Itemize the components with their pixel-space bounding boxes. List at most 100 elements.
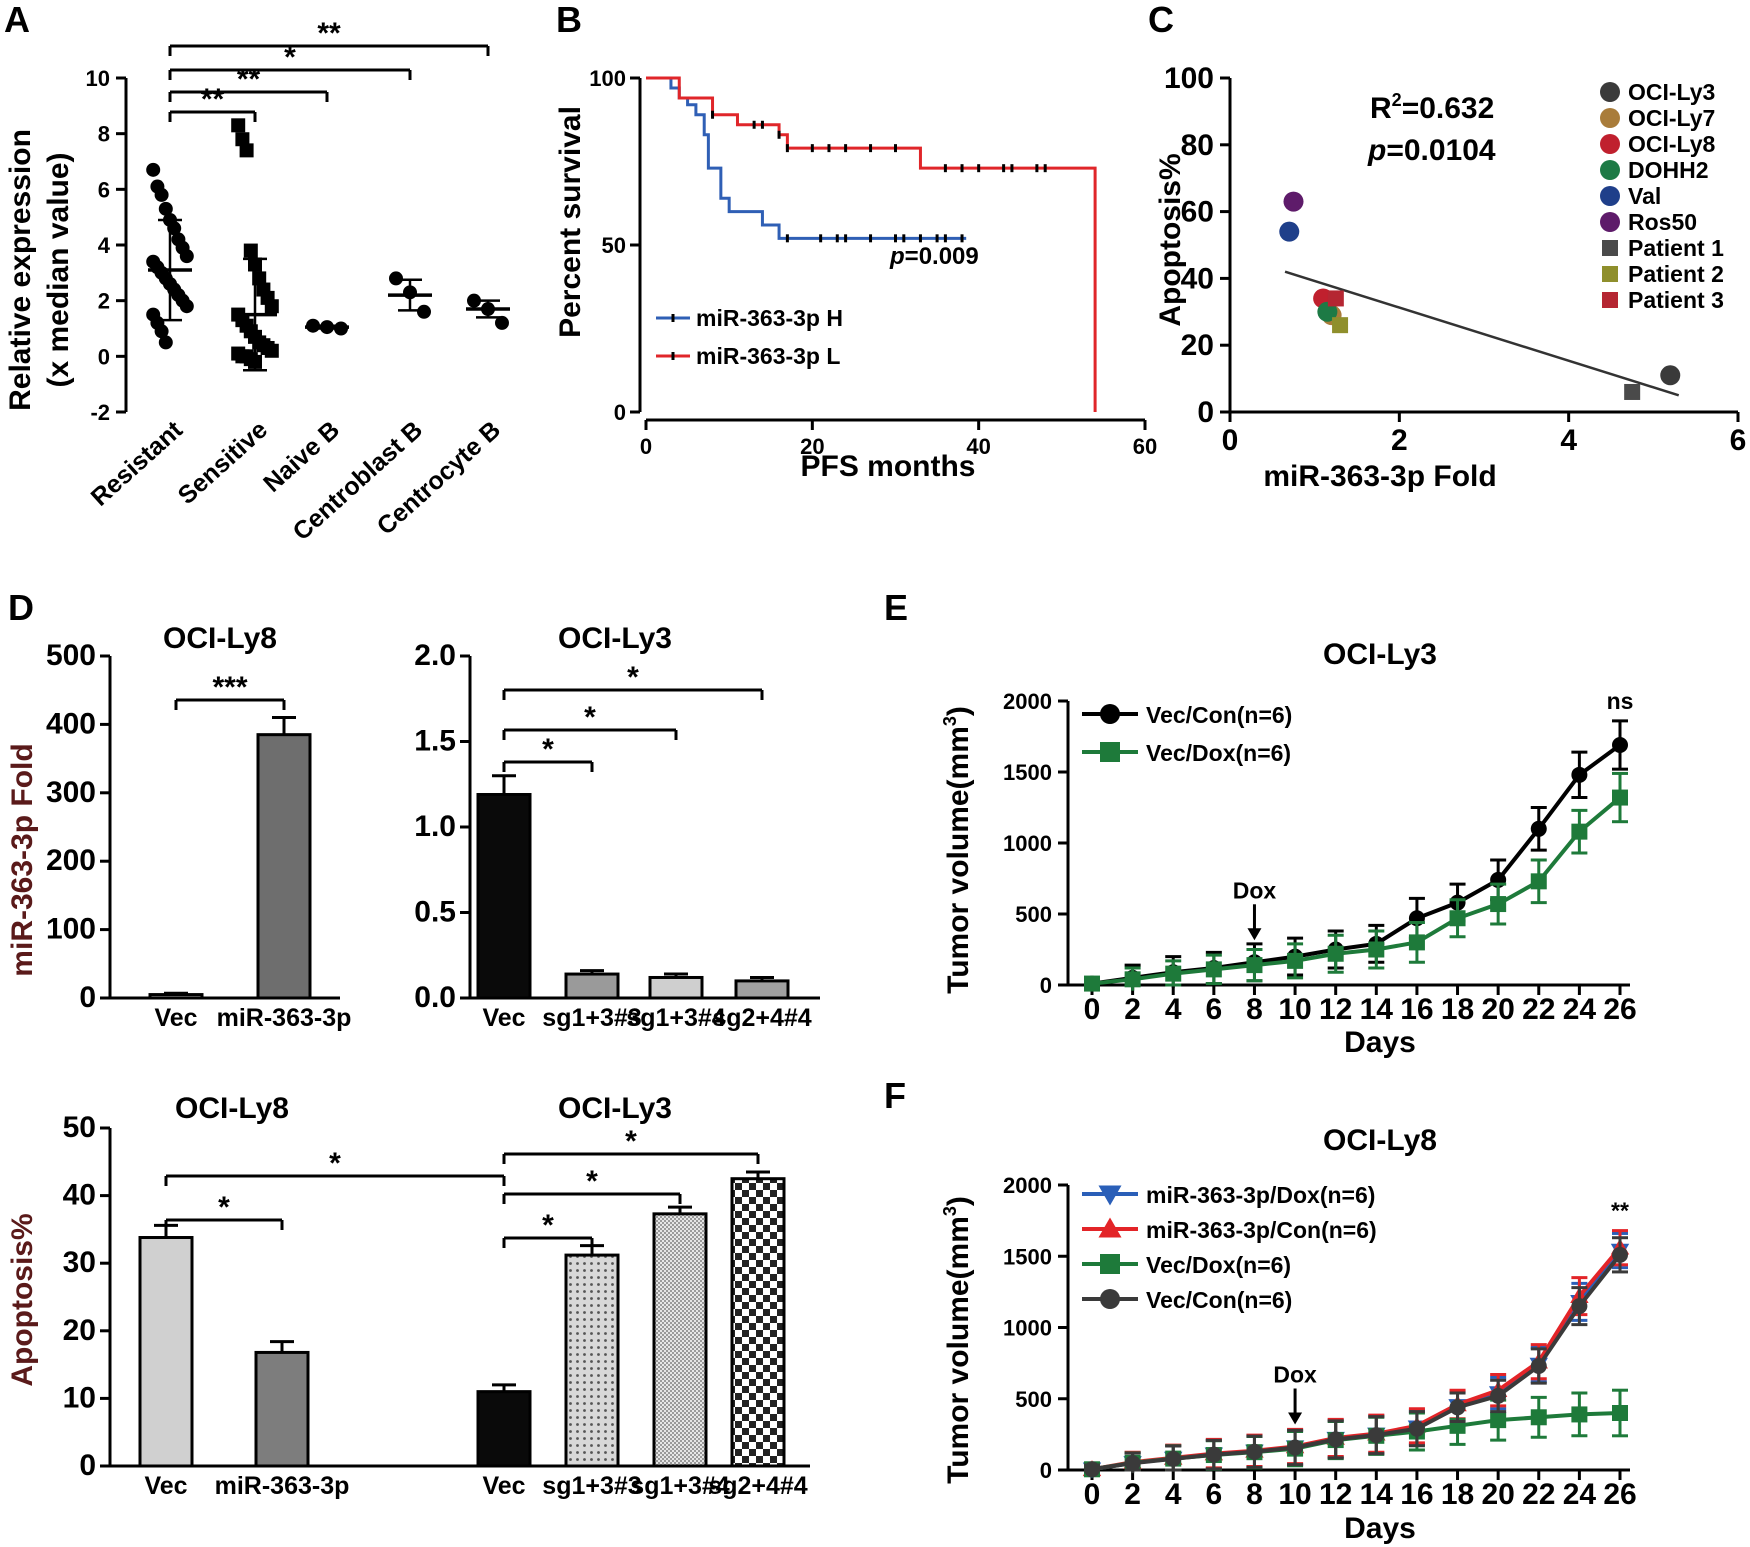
panel-a-point-1-3: [243, 243, 258, 258]
panel-d2-title-left: OCI-Ly8: [175, 1092, 289, 1125]
panel-f-xtick-label-8: 16: [1400, 1478, 1433, 1511]
panel-f-ytick-label-3: 1500: [1003, 1244, 1052, 1269]
panel-a-ytick-label-1: 0: [98, 344, 110, 369]
panel-f-growth: OCI-Ly8 Tumor volume(mm3) Days 0 500 1000 1…: [940, 1124, 1637, 1545]
panel-e-growth: OCI-Ly3 Tumor volume(mm3) Days 0 500 1000 1…: [940, 638, 1637, 1059]
panel-c-point-3: [1317, 301, 1338, 322]
panel-e-point-1-3: [1205, 961, 1222, 978]
panel-d0-sig-label-0: ***: [212, 671, 247, 704]
panel-b-legend-label-1: miR-363-3p L: [696, 343, 840, 369]
panel-b-xtick-label-2: 40: [966, 434, 990, 459]
panel-e-point-1-6: [1327, 945, 1344, 962]
panel-c-r2-sup: 2: [1392, 90, 1402, 110]
panel-a-sig-label-1: **: [237, 63, 261, 96]
panel-e-xtick-label-1: 2: [1124, 993, 1141, 1026]
panel-c-ticks: 0 20 40 60 80 100 0 2 4 6: [1164, 62, 1746, 457]
panel-e-xtick-label-2: 4: [1165, 993, 1182, 1026]
panel-d-ylabel-bottom: Apoptosis%: [6, 1213, 39, 1386]
panel-f-xtick-label-2: 4: [1165, 1478, 1182, 1511]
panel-d0-ytick-label-1: 100: [46, 913, 96, 946]
panel-f-xtick-label-0: 0: [1084, 1478, 1101, 1511]
panel-f-ylabel-sup: 3: [940, 1206, 960, 1216]
panel-d0-ytick-label-2: 200: [46, 844, 96, 877]
panel-b-legend-label-0: miR-363-3p H: [696, 305, 843, 331]
panel-e-point-1-9: [1449, 910, 1466, 927]
panel-d1-category-2: sg1+3#4: [626, 1004, 725, 1032]
panel-e-ylabel: Tumor volume(mm3): [940, 706, 975, 994]
panel-d2-ytick-label-3: 30: [63, 1246, 96, 1279]
panel-f-arrow-head: [1288, 1412, 1303, 1425]
panel-c-legend-label-6: Patient 1: [1628, 235, 1724, 261]
panel-d2-ytick-label-1: 10: [63, 1381, 96, 1414]
panel-d-chart-3: OCI-Ly8 OCI-Ly3 0 10 20 30 40 50 Vec miR-363-3p Ve…: [63, 1092, 810, 1500]
panel-c-xtick-label-0: 0: [1222, 424, 1239, 457]
panel-e-xtick-label-0: 0: [1084, 993, 1101, 1026]
panel-d2-category-4: sg1+3#4: [630, 1472, 729, 1500]
panel-e-ytick-label-0: 0: [1040, 973, 1052, 998]
panel-c-xtick-label-3: 6: [1730, 424, 1747, 457]
panel-a-ytick-label-4: 6: [98, 177, 110, 202]
panel-a-point-1-8: [264, 299, 279, 314]
panel-c-point-4: [1279, 221, 1300, 242]
panel-f-legend-label-1: miR-363-3p/Con(n=6): [1146, 1217, 1377, 1243]
panel-a-marks: [146, 118, 510, 372]
panel-c-ylabel: Apoptosis%: [1154, 153, 1187, 326]
panel-a-ytick-label-0: -2: [90, 400, 110, 425]
panel-f-point-3-13: [1612, 1246, 1628, 1263]
panel-d2-bar-0: [138, 1236, 194, 1468]
panel-f-point-3-1: [1124, 1455, 1141, 1472]
panel-e-xtick-label-3: 6: [1206, 993, 1223, 1026]
panel-c-legend-marker-5: [1600, 212, 1620, 232]
panel-f-ylabel-text: Tumor volume(mm: [942, 1216, 975, 1484]
panel-c-p-value: =0.0104: [1386, 134, 1496, 167]
panel-c-legend-marker-1: [1600, 108, 1620, 128]
panel-f-lines: Dox **: [1082, 1198, 1630, 1479]
panel-f-legend-marker-3: [1100, 1289, 1120, 1309]
panel-c-legend-label-5: Ros50: [1628, 209, 1697, 235]
panel-f-title: OCI-Ly8: [1323, 1124, 1437, 1157]
panel-c-legend-marker-8: [1602, 292, 1618, 308]
panel-d1-sig-label-0: *: [542, 733, 554, 766]
panel-f-sig-label: **: [1611, 1198, 1629, 1224]
panel-f-legend-label-2: Vec/Dox(n=6): [1146, 1252, 1291, 1278]
panel-e-xlabel: Days: [1344, 1026, 1416, 1059]
panel-c-r2: R2=0.632: [1370, 90, 1494, 125]
panel-e-ytick-label-4: 2000: [1003, 689, 1052, 714]
panel-b-xtick-label-1: 20: [800, 434, 824, 459]
panel-a-sig-label-0: **: [201, 83, 225, 116]
panel-e-legend-marker-1: [1100, 742, 1120, 762]
panel-d2-sig-label-2: *: [542, 1209, 554, 1242]
panel-d2-bar-4: [652, 1212, 708, 1468]
panel-a-point-1-0: [231, 118, 246, 133]
panel-f-point-2-11: [1530, 1409, 1547, 1426]
panel-f-point-3-12: [1571, 1298, 1588, 1315]
panel-c-ytick-label-2: 40: [1181, 262, 1214, 295]
panel-e-xtick-label-6: 12: [1319, 993, 1352, 1026]
panel-f-legend-marker-2: [1100, 1254, 1120, 1274]
panel-a-ytick-label-3: 4: [98, 233, 111, 258]
panel-f-ytick-label-4: 2000: [1003, 1173, 1052, 1198]
panel-letter-b: B: [556, 0, 582, 40]
panel-e-point-1-1: [1124, 971, 1141, 988]
panel-e-xtick-label-12: 24: [1563, 993, 1597, 1026]
panel-f-xtick-label-7: 14: [1360, 1478, 1394, 1511]
panel-f-ytick-label-2: 1000: [1003, 1316, 1052, 1341]
panel-a-sig-label-3: **: [317, 17, 341, 50]
panel-d-bars: miR-363-3p Fold Apoptosis% OCI-Ly8010020…: [6, 622, 820, 1500]
panel-f-point-2-12: [1571, 1406, 1588, 1423]
panel-d2-category-5: sg2+4#4: [708, 1472, 807, 1500]
panel-a-point-1-1: [235, 132, 250, 147]
panel-d2-bar-3: [564, 1253, 620, 1468]
panel-f-point-3-8: [1408, 1420, 1425, 1437]
panel-d1-category-3: sg2+4#4: [712, 1004, 811, 1032]
panel-d0-ytick-label-3: 300: [46, 776, 96, 809]
panel-c-legend-marker-4: [1600, 186, 1620, 206]
panel-c-legend-label-1: OCI-Ly7: [1628, 105, 1715, 131]
panel-e-point-1-8: [1408, 934, 1425, 951]
panel-e-point-0-13: [1612, 737, 1628, 754]
panel-letter-c: C: [1148, 0, 1174, 40]
panel-b-ytick-label-1: 50: [602, 233, 626, 258]
panel-f-legend-label-0: miR-363-3p/Dox(n=6): [1146, 1182, 1375, 1208]
